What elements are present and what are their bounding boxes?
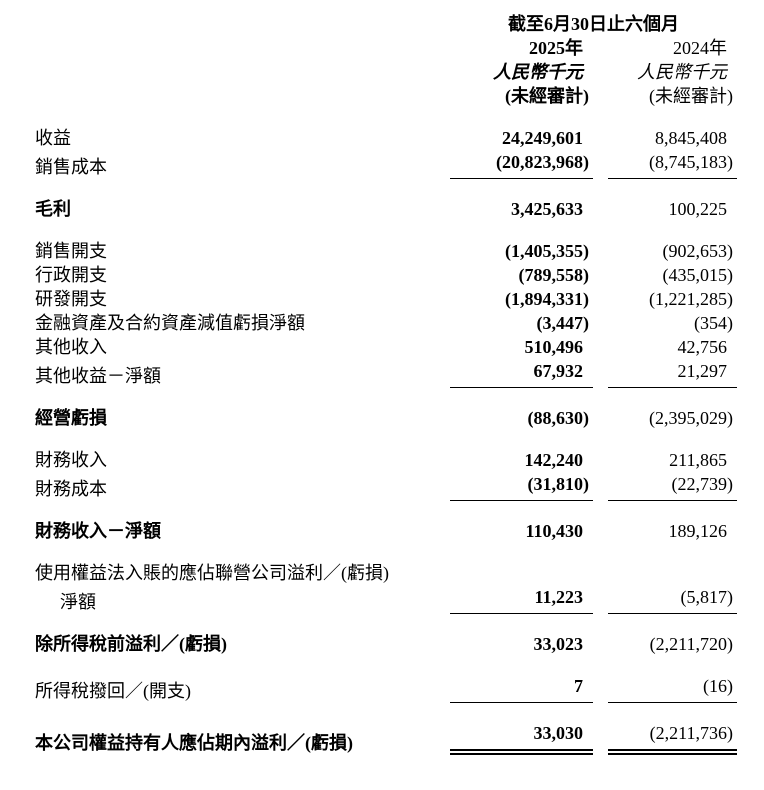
table-row: 收益 24,249,601 8,845,408 bbox=[35, 126, 737, 150]
row-label: 研發開支 bbox=[35, 289, 107, 309]
value-2025: 33,030 bbox=[450, 721, 593, 755]
value-2025: 110,430 bbox=[525, 521, 583, 541]
value-2024: 211,865 bbox=[669, 450, 727, 470]
row-label: 淨額 bbox=[60, 592, 96, 612]
value-2025: (20,823,968) bbox=[450, 150, 593, 179]
value-2025: 33,023 bbox=[533, 634, 584, 654]
table-row: 其他收入 510,496 42,756 bbox=[35, 335, 737, 359]
row-label: 其他收入 bbox=[35, 337, 107, 357]
row-label: 金融資產及合約資產減值虧損淨額 bbox=[35, 313, 305, 333]
table-row: 經營虧損 (88,630) (2,395,029) bbox=[35, 406, 737, 430]
row-label: 財務收入 bbox=[35, 450, 107, 470]
table-row: 金融資產及合約資產減值虧損淨額 (3,447) (354) bbox=[35, 311, 737, 335]
value-2024: 189,126 bbox=[668, 521, 728, 541]
column-header-currency-2025: 人民幣千元 bbox=[493, 62, 583, 82]
value-2024: 100,225 bbox=[668, 199, 728, 219]
row-label: 收益 bbox=[35, 128, 71, 148]
table-row: 財務收入 142,240 211,865 bbox=[35, 448, 737, 472]
table-row: 毛利 3,425,633 100,225 bbox=[35, 197, 737, 221]
row-label: 銷售成本 bbox=[35, 157, 107, 177]
row-label: 經營虧損 bbox=[35, 408, 107, 428]
value-2024: (354) bbox=[694, 313, 733, 333]
value-2025: (1,405,355) bbox=[505, 241, 589, 261]
value-2024: (5,817) bbox=[608, 585, 737, 614]
column-header-year-2024: 2024年 bbox=[673, 38, 727, 58]
currency-header-row: 人民幣千元 人民幣千元 bbox=[35, 60, 737, 84]
value-2025: 67,932 bbox=[450, 359, 593, 388]
value-2024: (2,211,736) bbox=[608, 721, 737, 755]
table-row: 銷售成本 (20,823,968) (8,745,183) bbox=[35, 150, 737, 179]
value-2024: 42,756 bbox=[677, 337, 728, 357]
row-label: 財務成本 bbox=[35, 479, 107, 499]
row-label: 除所得稅前溢利／(虧損) bbox=[35, 634, 227, 654]
value-2024: (2,395,029) bbox=[649, 408, 733, 428]
value-2025: 3,425,633 bbox=[511, 199, 583, 219]
table-row: 研發開支 (1,894,331) (1,221,285) bbox=[35, 287, 737, 311]
table-row: 財務成本 (31,810) (22,739) bbox=[35, 472, 737, 501]
row-label: 行政開支 bbox=[35, 265, 107, 285]
value-2025: 7 bbox=[450, 674, 593, 703]
table-row: 銷售開支 (1,405,355) (902,653) bbox=[35, 239, 737, 263]
row-label: 財務收入－淨額 bbox=[35, 521, 161, 541]
column-header-currency-2024: 人民幣千元 bbox=[637, 62, 727, 82]
audit-header-row: (未經審計) (未經審計) bbox=[35, 84, 737, 108]
statement-table: 收益 24,249,601 8,845,408 銷售成本 (20,823,968… bbox=[35, 126, 737, 755]
period-title: 截至6月30日止六個月 bbox=[508, 14, 679, 34]
value-2024: (16) bbox=[608, 674, 737, 703]
value-2025: 510,496 bbox=[524, 337, 584, 357]
value-2024: (902,653) bbox=[662, 241, 734, 261]
table-row: 除所得稅前溢利／(虧損) 33,023 (2,211,720) bbox=[35, 632, 737, 656]
column-header-audit-2024: (未經審計) bbox=[649, 86, 733, 106]
row-label: 所得稅撥回／(開支) bbox=[35, 681, 191, 701]
column-header-year-2025: 2025年 bbox=[529, 38, 583, 58]
value-2024: (22,739) bbox=[608, 472, 737, 501]
value-2025: 11,223 bbox=[450, 585, 593, 614]
row-label: 本公司權益持有人應佔期內溢利／(虧損) bbox=[35, 733, 353, 753]
year-header-row: 2025年 2024年 bbox=[35, 36, 737, 60]
row-label: 使用權益法入賬的應佔聯營公司溢利／(虧損) bbox=[35, 563, 389, 583]
table-row: 行政開支 (789,558) (435,015) bbox=[35, 263, 737, 287]
table-row: 財務收入－淨額 110,430 189,126 bbox=[35, 519, 737, 543]
table-row: 其他收益－淨額 67,932 21,297 bbox=[35, 359, 737, 388]
table-row: 使用權益法入賬的應佔聯營公司溢利／(虧損) bbox=[35, 561, 737, 585]
table-row: 淨額 11,223 (5,817) bbox=[35, 585, 737, 614]
value-2025: (789,558) bbox=[518, 265, 590, 285]
table-row: 本公司權益持有人應佔期內溢利／(虧損) 33,030 (2,211,736) bbox=[35, 721, 737, 755]
table-row: 所得稅撥回／(開支) 7 (16) bbox=[35, 674, 737, 703]
period-title-row: 截至6月30日止六個月 bbox=[35, 12, 737, 36]
statement-header: 截至6月30日止六個月 2025年 2024年 人民幣千元 人民幣千元 (未經審… bbox=[35, 12, 737, 108]
value-2024: (8,745,183) bbox=[608, 150, 737, 179]
value-2025: (1,894,331) bbox=[505, 289, 589, 309]
column-header-audit-2025: (未經審計) bbox=[505, 86, 589, 106]
value-2024: (2,211,720) bbox=[649, 634, 733, 654]
value-2025: 24,249,601 bbox=[502, 128, 583, 148]
row-label: 其他收益－淨額 bbox=[35, 366, 161, 386]
row-label: 銷售開支 bbox=[35, 241, 107, 261]
value-2024: (435,015) bbox=[662, 265, 734, 285]
value-2025: (88,630) bbox=[527, 408, 590, 428]
value-2025: (3,447) bbox=[536, 313, 590, 333]
value-2025: (31,810) bbox=[450, 472, 593, 501]
value-2025: 142,240 bbox=[524, 450, 584, 470]
value-2024: 21,297 bbox=[608, 359, 737, 388]
row-label: 毛利 bbox=[35, 199, 71, 219]
value-2024: (1,221,285) bbox=[649, 289, 733, 309]
value-2024: 8,845,408 bbox=[655, 128, 727, 148]
